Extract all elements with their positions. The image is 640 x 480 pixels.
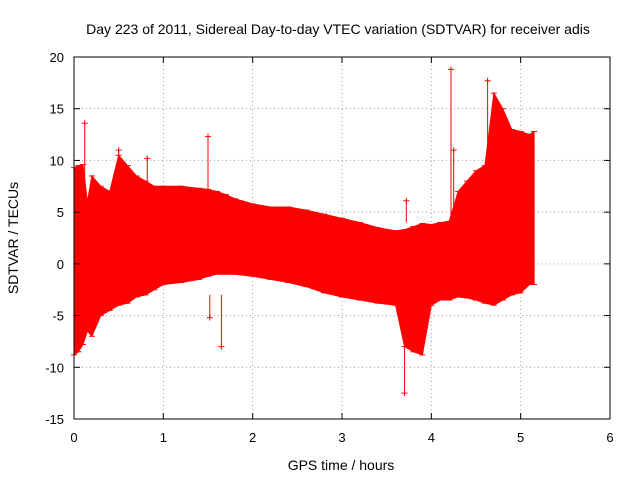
- y-tick-labels: 20 15 10 5 0 -5 -10 -15: [45, 50, 64, 427]
- outlier-point: [403, 197, 410, 204]
- y-tick-label: -10: [45, 360, 64, 375]
- outlier-point: [205, 133, 211, 140]
- outlier-point: [144, 155, 151, 162]
- y-tick-label: 20: [50, 50, 64, 65]
- y-tick-label: 0: [57, 257, 64, 272]
- outlier-point: [447, 66, 454, 73]
- y-tick-label: -15: [45, 412, 64, 427]
- outlier-point: [81, 120, 88, 127]
- x-tick-label: 1: [160, 430, 167, 445]
- x-tick-label: 3: [338, 430, 345, 445]
- axis-ticks: [73, 56, 611, 420]
- x-tick-label: 5: [517, 430, 524, 445]
- y-tick-label: 10: [50, 153, 64, 168]
- error-bar-envelope: [73, 91, 535, 356]
- x-tick-label: 0: [70, 430, 77, 445]
- x-tick-label: 6: [606, 430, 613, 445]
- x-axis-title: GPS time / hours: [288, 457, 395, 473]
- outlier-point: [115, 147, 122, 154]
- x-tick-label: 2: [249, 430, 256, 445]
- x-tick-labels: 0 1 2 3 4 5 6: [70, 430, 613, 445]
- chart-title: Day 223 of 2011, Sidereal Day-to-day VTE…: [86, 21, 590, 37]
- y-tick-label: 5: [57, 205, 64, 220]
- x-tick-label: 4: [428, 430, 435, 445]
- outlier-point: [450, 147, 457, 154]
- data-series-sdtvar: [71, 66, 538, 397]
- outlier-point: [484, 77, 491, 84]
- y-axis-title: SDTVAR / TECUs: [5, 182, 21, 294]
- outlier-point: [218, 343, 225, 350]
- y-tick-label: 15: [50, 102, 64, 117]
- outlier-point: [401, 390, 408, 397]
- outlier-point: [206, 314, 213, 321]
- y-tick-label: -5: [52, 309, 64, 324]
